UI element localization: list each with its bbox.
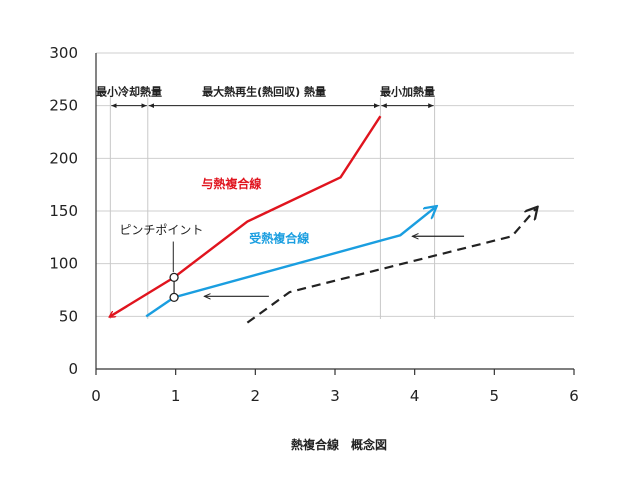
x-tick-label: 5: [490, 387, 500, 405]
x-tick-label: 6: [569, 387, 579, 405]
series-layer: [110, 115, 535, 324]
y-tick-label: 250: [49, 97, 78, 115]
y-tick-label: 200: [49, 149, 78, 167]
y-tick-label: 100: [49, 255, 78, 273]
series-label: 受熱複合線: [249, 231, 309, 246]
region-label: 最小冷却熱量: [96, 85, 162, 99]
grid-layer: [96, 52, 574, 317]
chart-title: 熱複合線 概念図: [291, 437, 387, 452]
y-tick-label: 300: [49, 44, 78, 62]
axis-layer: 0 50 100 150 200 250 300 0 1 2 3 4 5 6: [49, 44, 578, 405]
y-tick-label: 0: [68, 360, 78, 378]
x-tick-label: 0: [91, 387, 101, 405]
region-layer: 最小冷却熱量 最大熱再生(熱回収) 熱量 最小加熱量: [96, 85, 436, 319]
x-tick-label: 2: [251, 387, 261, 405]
pinch-point-lower: [169, 292, 179, 303]
series-label: 与熱複合線: [201, 176, 261, 191]
pinch-point-upper: [169, 272, 179, 283]
y-tick-label: 150: [49, 202, 78, 220]
x-tick-label: 4: [410, 387, 420, 405]
x-tick-label: 1: [171, 387, 181, 405]
series-line-2: [145, 208, 434, 318]
series-line-3: [246, 209, 535, 324]
region-label: 最小加熱量: [380, 85, 435, 99]
y-tick-label: 50: [59, 307, 78, 325]
x-tick-label: 3: [330, 387, 340, 405]
series-line-1: [110, 115, 382, 316]
pinch-point-label: ピンチポイント: [119, 223, 203, 237]
region-label: 最大熱再生(熱回収) 熱量: [202, 85, 326, 99]
